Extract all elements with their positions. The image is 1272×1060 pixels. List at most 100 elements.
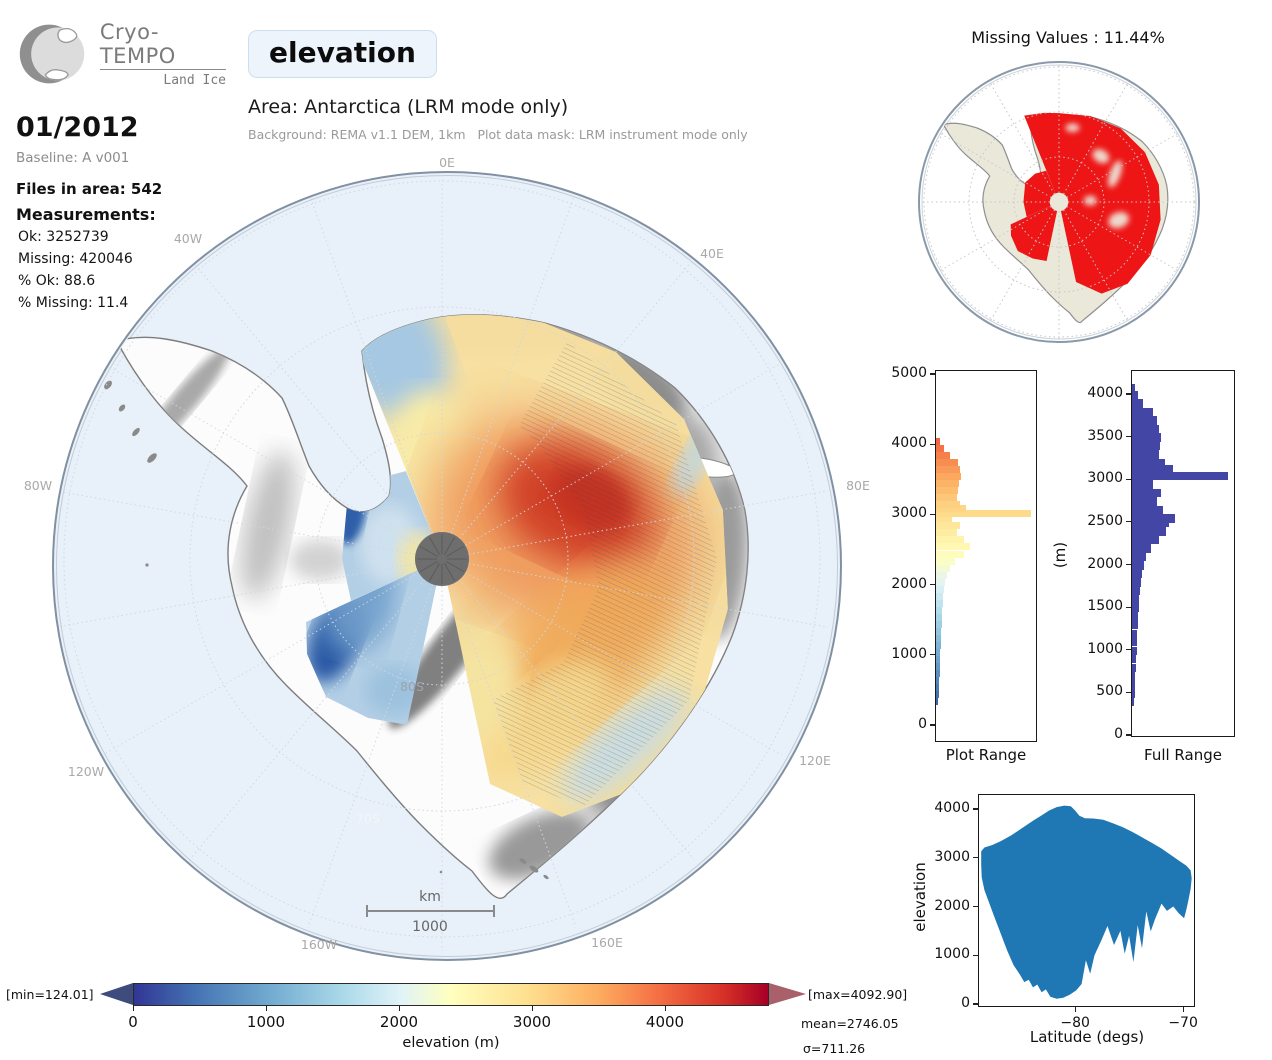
hist-bar [936,571,947,579]
full-range-histogram [1131,370,1235,737]
colorbar-gradient [133,983,769,1006]
hist-bar [936,529,957,537]
hist-tick-label: 3000 [891,505,927,522]
hist-bar [936,620,942,628]
baseline-label: Baseline: A v001 [16,150,130,166]
hist-bar [1132,620,1138,630]
hist-bar [936,459,958,467]
hist-tick-label: 4000 [1087,385,1123,401]
hist-bar [1132,518,1170,528]
hist-bar [1132,527,1166,536]
colorbar-tick [398,1006,400,1011]
colorbar-max-label: [max=4092.90] [808,987,908,1002]
hist-bar [1132,552,1147,562]
main-map: 0E 40E 80E 120E 160E 160W 120W 80W 40W 80S 70S km … [24,155,870,961]
colorbar-tick [132,1006,134,1011]
colorbar-tick-label: 3000 [512,1013,552,1031]
hist-bar [936,536,964,544]
hist-tick-label: 1500 [1087,598,1123,615]
hist-tick-label: 0 [1114,726,1123,742]
hist-bar [936,543,970,551]
hist-tick [1126,649,1131,651]
hist-bar [1132,407,1153,417]
missing-data-region [1010,112,1161,294]
grid-label-80S: 80S [400,679,424,694]
hist-bar [1132,595,1140,604]
hist-bar [936,550,964,558]
grid-label-0E: 0E [439,155,455,170]
hist-bar [1132,505,1163,515]
hist-bar [1132,399,1144,408]
grid-label-80W: 80W [24,478,52,493]
hist-bar [936,599,943,607]
hist-bar [936,487,958,495]
hist-tick-label: 1000 [891,645,927,662]
scatter-tick [973,905,978,908]
scatter-tick-label: −80 [1060,1015,1090,1031]
grid-label-160E: 160E [591,935,623,950]
scatter-tick [1074,1007,1076,1012]
hist-tick-label: 0 [918,716,927,732]
colorbar-over-arrow [769,983,806,1005]
hist-tick [930,513,935,515]
hist-bar [1132,680,1136,690]
graticule [55,174,829,951]
hist-bar [1132,488,1161,498]
hist-tick [1126,606,1131,608]
hist-tick-label: 2500 [1087,512,1123,529]
hist-bar [1132,480,1153,489]
colorbar-min-label: [min=124.01] [6,987,94,1002]
missing-values-map [918,61,1200,343]
hist-bar [936,438,940,446]
hist-bar [936,655,940,663]
hist-bar [936,662,940,670]
hist-tick [930,654,935,656]
scatter-tick-label: 1000 [934,946,970,963]
hist-bar [1132,569,1142,579]
pole-hole [415,532,469,586]
stat-missing: Missing: 420046 [18,251,133,267]
hist-bar [936,509,1031,517]
latitude-scatter-plot [978,794,1195,1007]
grid-label-160W: 160W [301,937,337,952]
scatter-tick-label: 3000 [934,848,970,865]
hist-tick [930,443,935,445]
scatter-tick [973,857,978,859]
hist-bar [1132,697,1135,707]
hist-bar [936,606,942,614]
hist-bar [1132,471,1228,481]
hist-bar [936,445,944,453]
hist-bar [1132,424,1159,434]
hist-bar [936,690,939,698]
colorbar-under-arrow [100,983,133,1005]
hist-tick [1126,436,1131,438]
hist-bar [1132,544,1151,553]
grid-label-80E: 80E [846,478,870,493]
hist-bar [936,564,950,572]
logo-title: Cryo-TEMPO [99,20,226,70]
hist-tick [1126,563,1131,566]
hist-bar [936,634,941,642]
grid-label-120E: 120E [799,753,831,768]
hist-tick-label: 3500 [1087,427,1123,444]
hist-bar [936,557,955,565]
hist-tick-label: 5000 [891,365,927,381]
islands [104,380,549,880]
colorbar-tick-label: 4000 [645,1013,685,1031]
grid-label-70S: 70S [356,811,380,826]
small-map-graticule [922,65,1196,339]
plot-range-histogram [935,370,1037,742]
cryo-tempo-logo: Cryo-TEMPO Land Ice [16,12,226,96]
colorbar-tick-label: 0 [128,1013,138,1031]
hist-bar [936,697,938,705]
hist-bar [1132,390,1139,400]
scatter-tick [973,808,978,810]
hist-bar [1132,433,1161,442]
colorbar-sigma-label: σ=711.26 [803,1041,866,1056]
hist-bar [936,466,960,474]
full-range-title: Full Range [1144,746,1222,764]
colorbar-tick-label: 2000 [379,1013,419,1031]
hist-bar [1132,383,1136,393]
hist-bar [1132,689,1135,698]
colorbar-tick-label: 1000 [246,1013,286,1031]
